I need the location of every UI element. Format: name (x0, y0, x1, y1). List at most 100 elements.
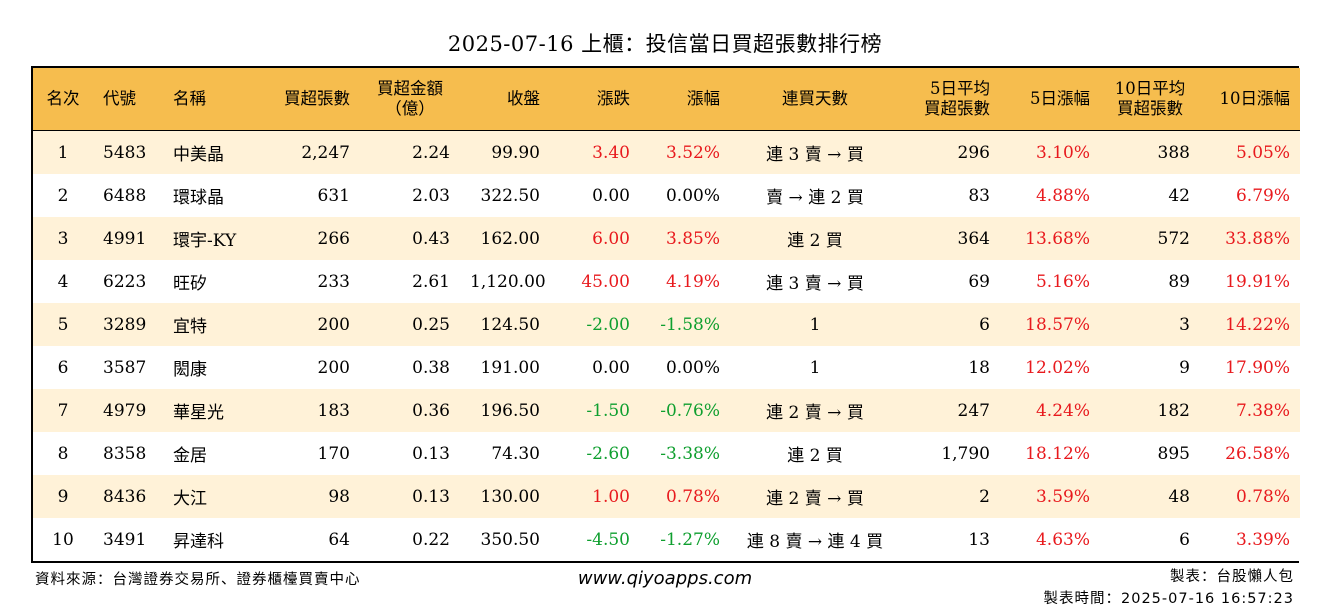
close-price-cell: 99.90 (460, 130, 550, 174)
change-cell: 6.00 (550, 217, 640, 260)
table-row[interactable]: 10 3491 昇達科 64 0.22 350.50 -4.50 -1.27% 連 8 賣 → … (33, 518, 1300, 561)
change-cell: 45.00 (550, 260, 640, 303)
table-row[interactable]: 9 8436 大江 98 0.13 130.00 1.00 0.78% 連 2 賣 → 買 2 3.… (33, 475, 1300, 518)
stock-name-cell: 大江 (163, 475, 263, 518)
table-row[interactable]: 5 3289 宜特 200 0.25 124.50 -2.00 -1.58% 1 6 18.57% 3… (33, 303, 1300, 346)
author: 製表：台股懶人包 (1170, 569, 1294, 585)
change-cell: 0.00 (550, 346, 640, 389)
close-price-cell: 162.00 (460, 217, 550, 260)
rank-cell: 4 (33, 260, 93, 303)
avg10-net-buy-cell: 182 (1100, 389, 1200, 432)
buy-streak-cell: 1 (730, 346, 900, 389)
change-cell: 1.00 (550, 475, 640, 518)
amount-cell: 0.25 (360, 303, 460, 346)
chg10-cell: 14.22% (1200, 303, 1300, 346)
buy-streak-cell: 連 3 賣 → 買 (730, 260, 900, 303)
avg5-net-buy-cell: 1,790 (900, 432, 1000, 475)
chg10-cell: 33.88% (1200, 217, 1300, 260)
column-header: 5日漲幅 (1000, 68, 1100, 131)
column-header-line1: 10日漲幅 (1219, 89, 1291, 108)
close-price-cell: 350.50 (460, 518, 550, 561)
net-buy-cell: 200 (263, 346, 360, 389)
change-pct-cell: -0.76% (640, 389, 730, 432)
chg5-cell: 4.63% (1000, 518, 1100, 561)
chg5-cell: 5.16% (1000, 260, 1100, 303)
table-row[interactable]: 4 6223 旺矽 233 2.61 1,120.00 45.00 4.19% 連 3 賣 → … (33, 260, 1300, 303)
amount-cell: 0.38 (360, 346, 460, 389)
chg5-cell: 13.68% (1000, 217, 1100, 260)
column-header-line2: （億） (385, 99, 435, 118)
column-header: 買超張數 (263, 68, 360, 131)
column-header-line2: 買超張數 (924, 99, 990, 118)
amount-cell: 0.36 (360, 389, 460, 432)
net-buy-cell: 2,247 (263, 130, 360, 174)
stock-name-cell: 華星光 (163, 389, 263, 432)
column-header-line1: 漲跌 (597, 89, 630, 108)
avg10-net-buy-cell: 9 (1100, 346, 1200, 389)
amount-cell: 0.22 (360, 518, 460, 561)
avg5-net-buy-cell: 6 (900, 303, 1000, 346)
column-header: 5日平均 買超張數 (900, 68, 1000, 131)
chg5-cell: 4.88% (1000, 174, 1100, 217)
change-pct-cell: -1.58% (640, 303, 730, 346)
close-price-cell: 196.50 (460, 389, 550, 432)
stock-code-cell: 4991 (93, 217, 163, 260)
avg5-net-buy-cell: 364 (900, 217, 1000, 260)
net-buy-cell: 200 (263, 303, 360, 346)
amount-cell: 0.13 (360, 475, 460, 518)
rank-cell: 8 (33, 432, 93, 475)
column-header: 漲跌 (550, 68, 640, 131)
chg10-cell: 0.78% (1200, 475, 1300, 518)
chg10-cell: 6.79% (1200, 174, 1300, 217)
rank-cell: 3 (33, 217, 93, 260)
rank-cell: 5 (33, 303, 93, 346)
table-row[interactable]: 6 3587 閎康 200 0.38 191.00 0.00 0.00% 1 18 12.02% 9 1… (33, 346, 1300, 389)
stock-name-cell: 閎康 (163, 346, 263, 389)
net-buy-cell: 266 (263, 217, 360, 260)
stock-code-cell: 8358 (93, 432, 163, 475)
net-buy-cell: 64 (263, 518, 360, 561)
avg5-net-buy-cell: 296 (900, 130, 1000, 174)
amount-cell: 2.61 (360, 260, 460, 303)
amount-cell: 2.24 (360, 130, 460, 174)
amount-cell: 0.13 (360, 432, 460, 475)
table-row[interactable]: 3 4991 環宇-KY 266 0.43 162.00 6.00 3.85% 連 2 買 364… (33, 217, 1300, 260)
column-header: 買超金額 （億） (360, 68, 460, 131)
stock-code-cell: 3491 (93, 518, 163, 561)
column-header-line1: 買超金額 (377, 79, 443, 98)
chg10-cell: 26.58% (1200, 432, 1300, 475)
rank-cell: 6 (33, 346, 93, 389)
column-header-line1: 5日漲幅 (1030, 89, 1090, 108)
change-cell: -4.50 (550, 518, 640, 561)
column-header-line1: 10日平均 (1114, 79, 1186, 98)
ranking-table: 名次 代號 名稱 買超張數 買超金額 （億） 收盤 漲跌 漲幅 連買天數 5日平均 買超張數 5日漲幅 1… (31, 66, 1300, 563)
buy-streak-cell: 連 2 賣 → 買 (730, 475, 900, 518)
column-header: 10日平均 買超張數 (1100, 68, 1200, 131)
column-header-line1: 漲幅 (687, 89, 720, 108)
avg10-net-buy-cell: 895 (1100, 432, 1200, 475)
change-cell: -1.50 (550, 389, 640, 432)
net-buy-cell: 170 (263, 432, 360, 475)
buy-streak-cell: 賣 → 連 2 買 (730, 174, 900, 217)
column-header: 代號 (93, 68, 163, 131)
stock-code-cell: 6223 (93, 260, 163, 303)
change-cell: -2.60 (550, 432, 640, 475)
chg10-cell: 3.39% (1200, 518, 1300, 561)
chg5-cell: 4.24% (1000, 389, 1100, 432)
website-link[interactable]: www.qiyoapps.com (577, 568, 753, 589)
table-body: 1 5483 中美晶 2,247 2.24 99.90 3.40 3.52% 連 3 賣 → 買… (33, 130, 1300, 561)
table-row[interactable]: 8 8358 金居 170 0.13 74.30 -2.60 -3.38% 連 2 買 1,790… (33, 432, 1300, 475)
change-cell: 3.40 (550, 130, 640, 174)
stock-name-cell: 環球晶 (163, 174, 263, 217)
column-header-line1: 名稱 (173, 89, 206, 108)
column-header: 連買天數 (730, 68, 900, 131)
column-header: 名稱 (163, 68, 263, 131)
stock-code-cell: 5483 (93, 130, 163, 174)
close-price-cell: 130.00 (460, 475, 550, 518)
table-row[interactable]: 1 5483 中美晶 2,247 2.24 99.90 3.40 3.52% 連 3 賣 → 買… (33, 130, 1300, 174)
table-row[interactable]: 7 4979 華星光 183 0.36 196.50 -1.50 -0.76% 連 2 賣 → … (33, 389, 1300, 432)
buy-streak-cell: 1 (730, 303, 900, 346)
rank-cell: 10 (33, 518, 93, 561)
net-buy-cell: 233 (263, 260, 360, 303)
